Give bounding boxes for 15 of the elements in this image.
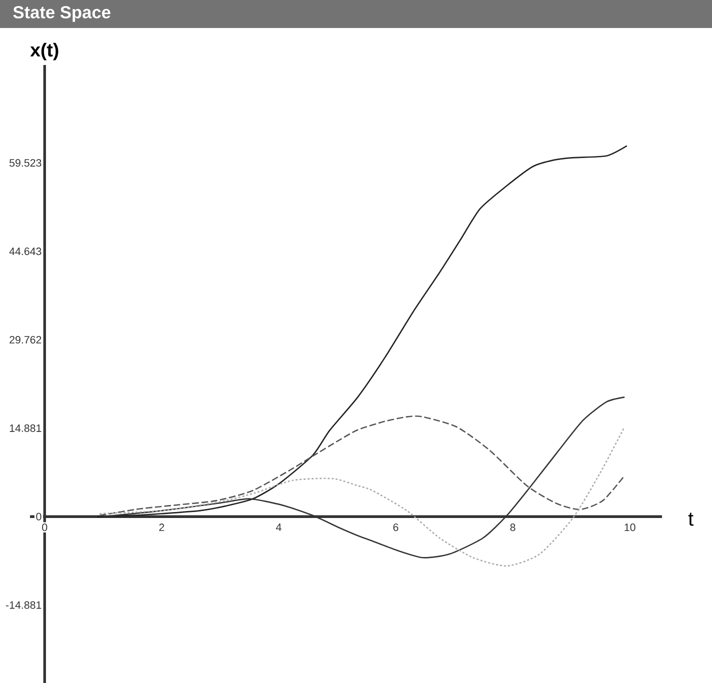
y-tick-label: 0 bbox=[36, 512, 42, 520]
x-tick-label: 4 bbox=[276, 524, 282, 531]
x-tick-label: 8 bbox=[510, 524, 516, 532]
y-tick-label: -14.881 bbox=[6, 601, 42, 609]
x-tick-label: 2 bbox=[159, 524, 164, 531]
x-tick-label: 10 bbox=[624, 524, 636, 532]
x-tick-label: 6 bbox=[393, 524, 398, 532]
chart-title: State Space bbox=[13, 6, 110, 22]
y-axis-title: x(t) bbox=[30, 42, 58, 60]
y-tick-label: 59.523 bbox=[9, 159, 42, 167]
x-tick-label: 0 bbox=[42, 524, 48, 532]
y-tick-label: 14.881 bbox=[10, 424, 42, 432]
y-tick-label: 29.762 bbox=[10, 336, 42, 344]
y-tick-label: 44.643 bbox=[9, 248, 42, 256]
x-axis-title: t bbox=[688, 512, 694, 526]
